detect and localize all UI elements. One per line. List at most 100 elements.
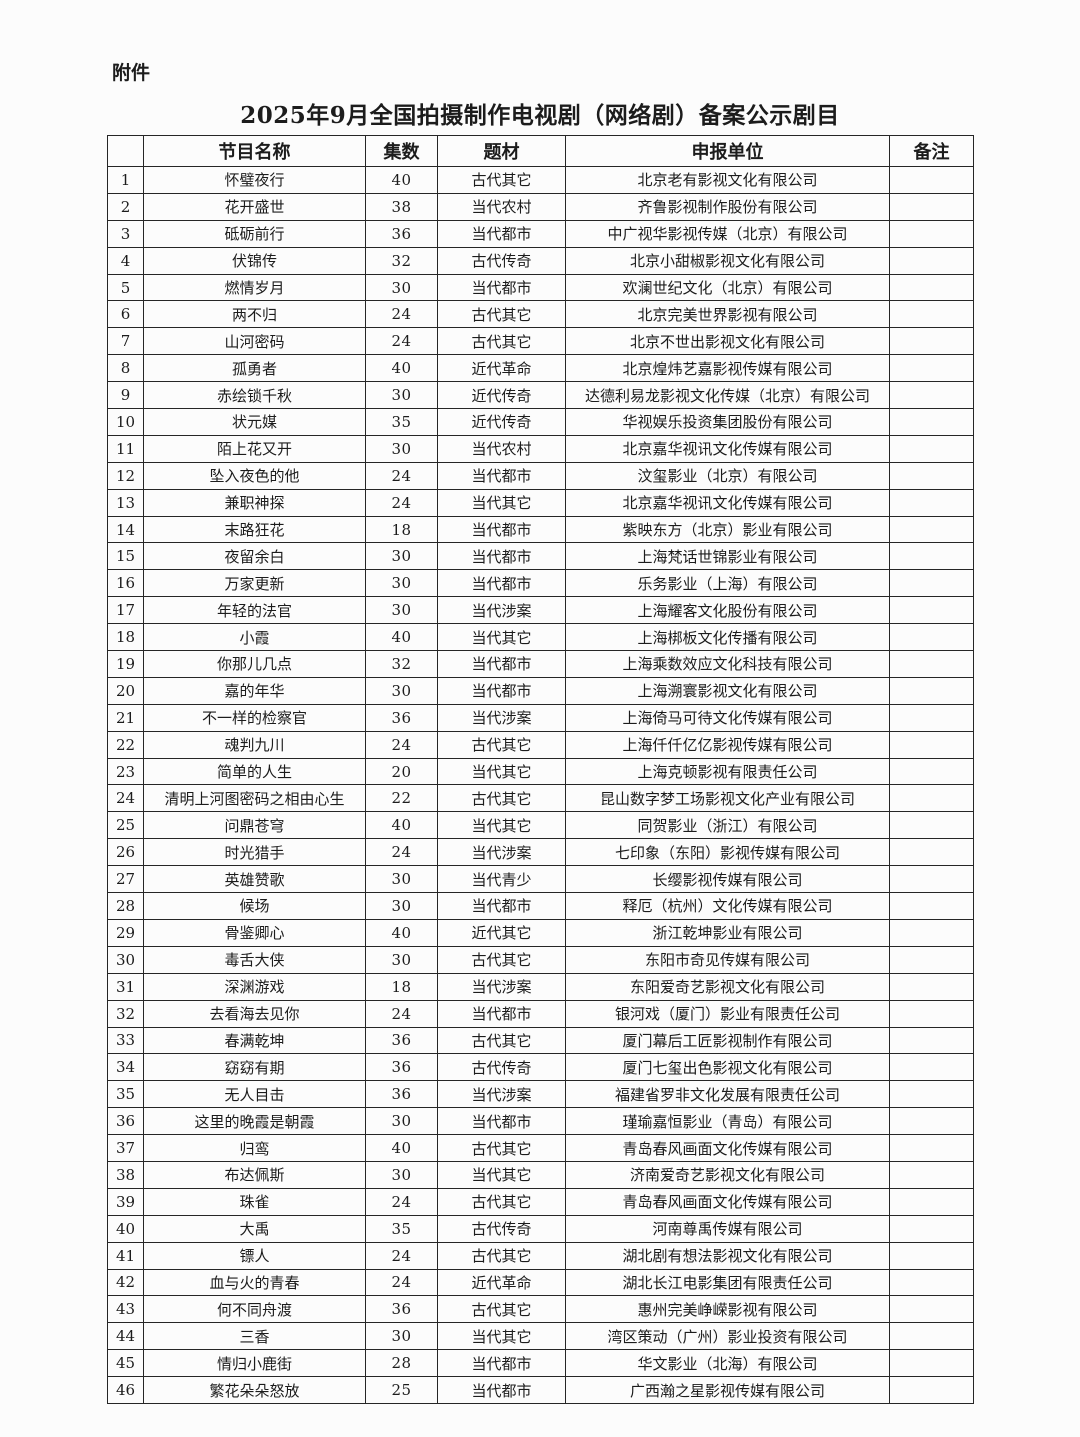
cell-episodes: 36 [365,1295,438,1324]
cell-episodes: 32 [365,650,438,678]
cell-no: 45 [107,1349,144,1378]
cell-episodes: 36 [365,1080,438,1109]
cell-no: 6 [107,300,144,329]
cell-name: 春满乾坤 [143,1026,366,1055]
cell-company: 北京嘉华视讯文化传媒有限公司 [565,488,890,517]
cell-name: 燃情岁月 [143,273,366,302]
cell-company: 华文影业（北海）有限公司 [565,1349,890,1378]
table-row: 34 窈窈有期 36 古代传奇 厦门七玺出色影视文化有限公司 [107,1053,974,1082]
cell-genre: 当代都市 [437,569,566,598]
cell-remark [889,1026,974,1055]
cell-genre: 古代其它 [437,1134,566,1162]
cell-remark [889,515,974,544]
page-title: 2025年9月全国拍摄制作电视剧（网络剧）备案公示剧目 [240,102,840,129]
cell-genre: 当代都市 [437,650,566,678]
table-row: 25 问鼎苍穹 40 当代其它 同贺影业（浙江）有限公司 [107,811,974,840]
cell-no: 31 [107,972,144,1001]
cell-no: 10 [107,408,144,436]
cell-remark [889,1187,974,1216]
cell-name: 两不归 [143,300,366,329]
cell-genre: 古代其它 [437,730,566,759]
cell-no: 29 [107,918,144,947]
cell-episodes: 30 [365,1107,438,1136]
table-row: 37 归鸾 40 古代其它 青岛春风画面文化传媒有限公司 [107,1134,974,1162]
col-header-genre: 题材 [437,135,566,167]
cell-episodes: 30 [365,1160,438,1189]
cell-name: 孤勇者 [143,354,366,383]
cell-name: 年轻的法官 [143,596,366,625]
cell-name: 无人目击 [143,1080,366,1109]
cell-genre: 当代其它 [437,488,566,517]
cell-no: 39 [107,1187,144,1216]
table-row: 20 嘉的年华 30 当代都市 上海溯寰影视文化有限公司 [107,676,974,705]
cell-remark [889,488,974,517]
drama-registration-table: 节目名称 集数 题材 申报单位 备注 1 怀璧夜行 40 古代其它 北京老有影视文化有限… [107,135,974,1404]
cell-episodes: 30 [365,1322,438,1351]
cell-company: 东阳爱奇艺影视文化有限公司 [565,972,890,1001]
cell-genre: 当代其它 [437,811,566,840]
cell-no: 19 [107,650,144,678]
cell-episodes: 40 [365,811,438,840]
table-row: 18 小霞 40 当代其它 上海梆板文化传播有限公司 [107,623,974,652]
cell-episodes: 30 [365,945,438,974]
cell-company: 瑾瑜嘉恒影业（青岛）有限公司 [565,1107,890,1136]
table-row: 23 简单的人生 20 当代其它 上海克顿影视有限责任公司 [107,757,974,786]
cell-genre: 古代传奇 [437,1214,566,1243]
cell-no: 14 [107,515,144,544]
cell-company: 华视娱乐投资集团股份有限公司 [565,408,890,436]
col-header-company: 申报单位 [565,135,890,167]
cell-remark [889,434,974,463]
cell-remark [889,811,974,840]
cell-remark [889,166,974,194]
cell-episodes: 36 [365,219,438,248]
cell-name: 简单的人生 [143,757,366,786]
cell-genre: 古代其它 [437,1241,566,1270]
cell-episodes: 24 [365,327,438,356]
cell-company: 北京煌炜艺嘉影视传媒有限公司 [565,354,890,383]
cell-name: 繁花朵朵怒放 [143,1376,366,1404]
cell-name: 情归小鹿街 [143,1349,366,1378]
table-row: 2 花开盛世 38 当代农村 齐鲁影视制作股份有限公司 [107,192,974,221]
cell-episodes: 35 [365,408,438,436]
col-header-name: 节目名称 [143,135,366,167]
cell-no: 16 [107,569,144,598]
cell-episodes: 38 [365,192,438,221]
cell-episodes: 30 [365,569,438,598]
table-row: 10 状元媒 35 近代传奇 华视娱乐投资集团股份有限公司 [107,408,974,436]
cell-name: 骨鉴卿心 [143,918,366,947]
cell-no: 5 [107,273,144,302]
cell-episodes: 18 [365,515,438,544]
cell-remark [889,730,974,759]
cell-no: 21 [107,703,144,732]
cell-genre: 近代传奇 [437,408,566,436]
cell-episodes: 40 [365,166,438,194]
cell-company: 北京嘉华视讯文化传媒有限公司 [565,434,890,463]
cell-name: 夜留余白 [143,542,366,571]
cell-no: 4 [107,246,144,275]
cell-episodes: 24 [365,461,438,490]
cell-company: 青岛春风画面文化传媒有限公司 [565,1134,890,1162]
cell-remark [889,945,974,974]
table-row: 29 骨鉴卿心 40 近代其它 浙江乾坤影业有限公司 [107,918,974,947]
cell-genre: 当代其它 [437,757,566,786]
cell-episodes: 36 [365,1026,438,1055]
cell-company: 上海梆板文化传播有限公司 [565,623,890,652]
table-row: 30 毒舌大侠 30 古代其它 东阳市奇见传媒有限公司 [107,945,974,974]
table-row: 24 清明上河图密码之相由心生 22 古代其它 昆山数字梦工场影视文化产业有限公司 [107,784,974,813]
cell-genre: 当代都市 [437,515,566,544]
table-row: 14 末路狂花 18 当代都市 紫映东方（北京）影业有限公司 [107,515,974,544]
cell-no: 23 [107,757,144,786]
cell-remark [889,1160,974,1189]
cell-name: 嘉的年华 [143,676,366,705]
table-row: 3 砥砺前行 36 当代都市 中广视华影视传媒（北京）有限公司 [107,219,974,248]
cell-company: 上海仟仟亿亿影视传媒有限公司 [565,730,890,759]
cell-company: 同贺影业（浙江）有限公司 [565,811,890,840]
cell-genre: 当代都市 [437,542,566,571]
cell-remark [889,999,974,1028]
cell-genre: 古代传奇 [437,246,566,275]
cell-remark [889,676,974,705]
col-header-index [107,135,144,167]
table-row: 5 燃情岁月 30 当代都市 欢澜世纪文化（北京）有限公司 [107,273,974,302]
cell-no: 33 [107,1026,144,1055]
